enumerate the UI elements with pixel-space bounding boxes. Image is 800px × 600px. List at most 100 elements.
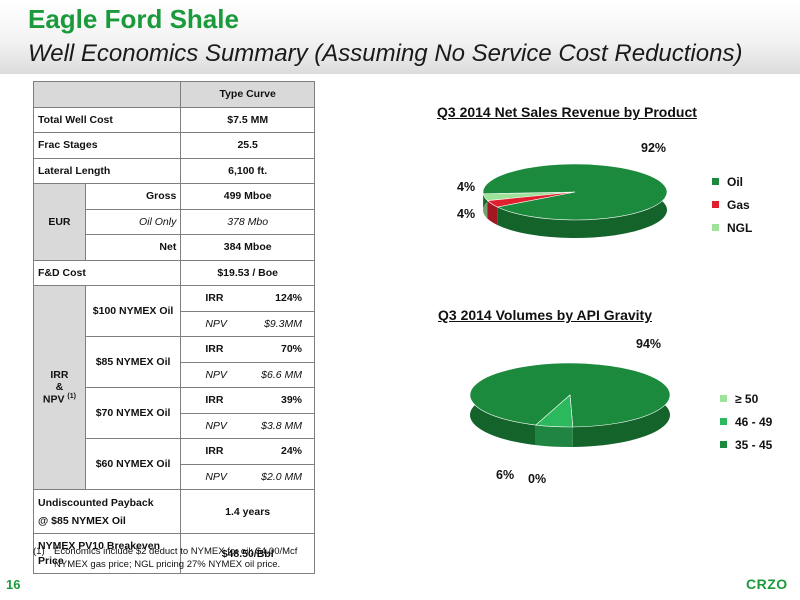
row-label: Total Well Cost [32, 106, 182, 133]
irr-cell: IRR 70% [180, 336, 315, 363]
legend-volumes: ≥ 50 46 - 49 35 - 45 [720, 387, 772, 456]
pie-slice-1 [535, 394, 574, 428]
eur-label: EUR [33, 183, 86, 261]
chart-title-volumes: Q3 2014 Volumes by API Gravity [438, 307, 652, 323]
table-row: Total Well Cost $7.5 MM [32, 106, 315, 133]
eur-sub-label: Gross [84, 183, 182, 210]
pie-side-1 [535, 425, 573, 447]
table-row: NPV $3.8 MM [34, 412, 315, 439]
table-row: NPV $6.6 MM [34, 361, 315, 388]
footnote-number: (1) [33, 546, 45, 557]
chart-title-revenue: Q3 2014 Net Sales Revenue by Product [437, 104, 697, 120]
irr-key: IRR [205, 445, 224, 458]
npv-value: $9.3MM [264, 317, 302, 330]
irr-value: 39% [280, 394, 302, 407]
row-label: F&D Cost [32, 259, 182, 286]
npv-value: $2.0 MM [261, 470, 302, 483]
npv-value: $6.6 MM [261, 368, 302, 381]
row-value: $48.50/Bbl [180, 533, 315, 574]
npv-cell: NPV $9.3MM [180, 310, 315, 337]
well-economics-table: Type Curve Total Well Cost $7.5 MM Frac … [32, 81, 315, 574]
irr-npv-label: IRR & NPV (1) [33, 285, 86, 490]
legend-item: 35 - 45 [720, 433, 772, 456]
eur-sub-label: Net [84, 234, 182, 261]
irr-cell: IRR 39% [180, 387, 315, 414]
legend-swatch [712, 224, 719, 231]
table-row: $85 NYMEX Oil IRR 70% [34, 336, 315, 388]
footnote: (1) Economics include $2 deduct to NYMEX… [33, 545, 323, 571]
row-label: Frac Stages [32, 132, 182, 159]
pie-chart-revenue [482, 163, 668, 238]
scenario-label: $70 NYMEX Oil [84, 387, 182, 439]
legend-item: ≥ 50 [720, 387, 772, 410]
row-value: 6,100 ft. [180, 157, 315, 184]
pie-label-35-45: 94% [636, 337, 662, 351]
pie-label-ngl: 4% [457, 180, 476, 194]
footnote-ref: (1) [67, 393, 76, 401]
table-header-row: Type Curve [32, 81, 315, 108]
company-logo: CRZO [746, 576, 788, 592]
pie-slice-1 [486, 191, 576, 208]
legend-item: Oil [712, 170, 752, 193]
pie-chart-volumes [469, 362, 671, 447]
table-row: Lateral Length 6,100 ft. [32, 157, 315, 184]
table-row: $70 NYMEX Oil IRR 39% [34, 387, 315, 439]
table-row: Oil Only 378 Mbo [34, 208, 315, 235]
payback-label-1: Undiscounted Payback [38, 496, 154, 509]
pie-label-gas: 4% [457, 207, 476, 221]
table-row: $60 NYMEX Oil IRR 24% [34, 438, 315, 490]
row-label: Undiscounted Payback @ $85 NYMEX Oil [32, 489, 182, 534]
eur-value: 384 Mboe [180, 234, 315, 261]
npv-cell: NPV $2.0 MM [180, 463, 315, 490]
slide-header: Eagle Ford Shale Well Economics Summary … [0, 0, 800, 74]
legend-label: ≥ 50 [735, 391, 759, 406]
table-row: Frac Stages 25.5 [32, 132, 315, 159]
row-label: Lateral Length [32, 157, 182, 184]
scenario-label: $85 NYMEX Oil [84, 336, 182, 388]
table-row: NYMEX PV10 Breakeven Price $48.50/Bbl [32, 533, 315, 574]
irr-key: IRR [205, 292, 224, 305]
row-value: 25.5 [180, 132, 315, 159]
legend-swatch [720, 441, 727, 448]
legend-label: 35 - 45 [735, 437, 773, 452]
npv-cell: NPV $6.6 MM [180, 361, 315, 388]
table-col-header: Type Curve [180, 81, 315, 108]
page-number: 16 [6, 577, 21, 592]
legend-swatch [712, 201, 719, 208]
table-row: Undiscounted Payback @ $85 NYMEX Oil 1.4… [32, 489, 315, 534]
irr-cell: IRR 24% [180, 438, 315, 465]
payback-label-2: @ $85 NYMEX Oil [38, 514, 126, 527]
irr-key: IRR [205, 394, 224, 407]
breakeven-label-2: Price [38, 554, 64, 567]
legend-swatch [720, 395, 727, 402]
irr-key: IRR [205, 343, 224, 356]
npv-key: NPV [205, 368, 227, 381]
table-header-blank [32, 81, 182, 108]
scenario-label: $60 NYMEX Oil [84, 438, 182, 490]
eur-value: 378 Mbo [180, 208, 315, 235]
npv-key: NPV [205, 317, 227, 330]
pie-label-50: 0% [528, 472, 547, 486]
legend-label: NGL [727, 220, 753, 235]
irr-cell: IRR 124% [180, 285, 315, 312]
irr-value: 24% [280, 445, 302, 458]
npv-key: NPV [205, 470, 227, 483]
table-row: EUR Gross 499 Mboe [33, 183, 315, 261]
legend-item: Gas [712, 193, 752, 216]
scenario-label: $100 NYMEX Oil [84, 285, 182, 337]
table-row: NPV $9.3MM [34, 310, 315, 337]
table-row: Net 384 Mboe [34, 234, 315, 261]
breakeven-label-1: NYMEX PV10 Breakeven [38, 539, 160, 552]
legend-swatch [720, 418, 727, 425]
legend-swatch [712, 178, 719, 185]
eur-sub-label: Oil Only [84, 208, 182, 235]
irr-label: IRR [50, 369, 69, 382]
legend-label: 46 - 49 [735, 414, 773, 429]
legend-item: NGL [712, 216, 752, 239]
slide-title: Eagle Ford Shale [28, 4, 239, 34]
npv-key: NPV [205, 419, 227, 432]
irr-value: 124% [275, 292, 302, 305]
legend-item: 46 - 49 [720, 410, 772, 433]
legend-revenue: Oil Gas NGL [712, 170, 752, 239]
npv-cell: NPV $3.8 MM [180, 412, 315, 439]
